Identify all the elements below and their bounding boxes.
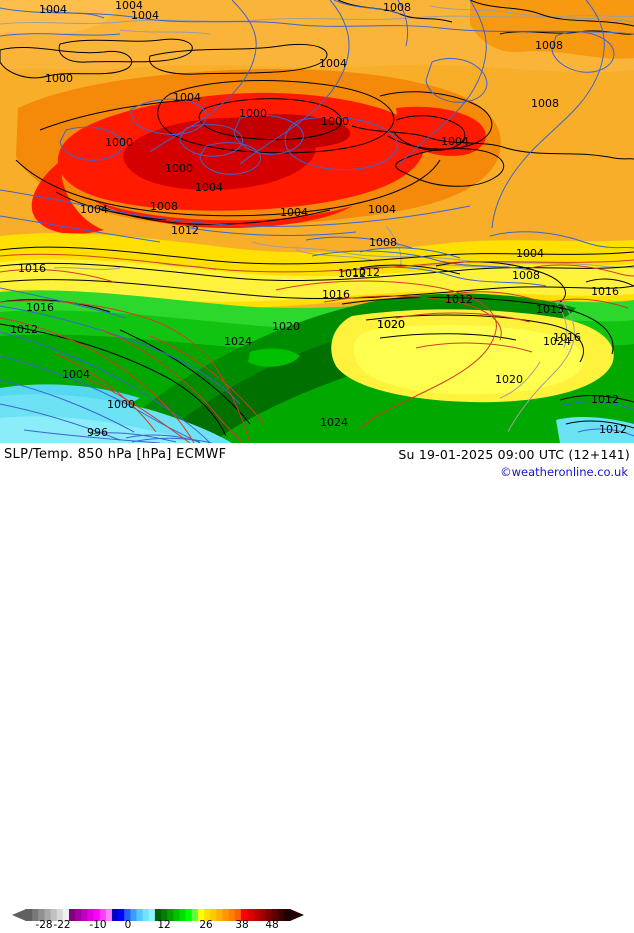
isobar-low-layer [0,0,634,443]
isobar-label: 1000 [165,162,193,175]
isobar-label: 1020 [377,318,405,331]
isobar-label: 1012 [591,393,619,406]
isobar-label: 1000 [45,72,73,85]
map-graphic [0,0,634,443]
isotherm-layer [0,0,634,437]
isobar-label: 1013 [536,303,564,316]
isobar-label: 1004 [62,368,90,381]
isobar-label: 1004 [516,247,544,260]
isobar-label: 1016 [553,331,581,344]
isobar-label: 1000 [239,107,267,120]
run-timestamp: Su 19-01-2025 09:00 UTC (12+141) [398,447,630,462]
isobar-label: 1020 [495,373,523,386]
isobar-label: 1008 [150,200,178,213]
isobar-label: 1000 [321,115,349,128]
temp-band-orange-pale-nw [0,0,120,36]
isobar-label: 1004 [131,9,159,22]
isobar-label: 1004 [368,203,396,216]
isobar-label: 1016 [591,285,619,298]
colorbar-tick: 0 [124,919,132,931]
isobar-label: 1000 [105,136,133,149]
isobar-label: 1008 [512,269,540,282]
colorbar-tick: -22 [53,919,71,931]
isobar-label: 1020 [377,318,405,331]
copyright-credit: ©weatheronline.co.uk [500,465,628,479]
isobar-label: 1008 [369,236,397,249]
colorbar-tick: 48 [265,919,279,931]
temp-band-orange-deep-ne [470,0,634,59]
isobar-label: 1012 [352,266,380,279]
isobar-label: 1004 [115,0,143,12]
colorbar-tick: 38 [235,919,249,931]
isobar-label: 1004 [280,206,308,219]
isobar-label: 1016 [18,262,46,275]
isobar-label: 1000 [107,398,135,411]
isobar-label: 1012 [338,267,366,280]
page-title: SLP/Temp. 850 hPa [hPa] ECMWF [4,447,227,462]
isobar-label: 1004 [39,3,67,16]
temp-band-red-east-lobe [396,106,486,157]
temp-band-cyan-pale [0,416,212,443]
isobar-label: 1012 [445,293,473,306]
isobar-label: 1016 [26,301,54,314]
isobar-label: 1012 [171,224,199,237]
weather-map-canvas[interactable]: 1004 1004 1004 1008 1008 1004 1000 1004 1000 1000… [0,0,634,443]
temperature-colorbar: -28 -22 -10 0 12 26 38 48 [0,907,330,933]
isobar-label: 1024 [543,335,571,348]
footer-bar: SLP/Temp. 850 hPa [hPa] ECMWF Su 19-01-2… [0,443,634,931]
colorbar-tick: 12 [157,919,171,931]
isobar-label: 1020 [272,320,300,333]
isobar-high-layer [0,253,634,443]
temp-band-red-west [31,160,104,234]
isobar-label: 1004 [173,91,201,104]
isobar-label: 1004 [80,203,108,216]
isobar-label: 1004 [319,57,347,70]
temp-band-dark-red-core [216,114,351,149]
isobar-label: 1008 [535,39,563,52]
isobar-label: 1024 [224,335,252,348]
isobar-label: 1008 [383,1,411,14]
colorbar-tick: -10 [89,919,107,931]
colorbar-tick: -28 [35,919,53,931]
isobar-label: 1004 [195,181,223,194]
isobar-label: 1004 [441,135,469,148]
colorbar-tick: 26 [199,919,213,931]
temp-band-green-darkest [150,318,556,443]
isobar-label: 1008 [531,97,559,110]
temp-band-yellow-se-core [353,325,584,395]
temp-band-green-islet-1 [248,348,300,367]
isobar-label: 1024 [320,416,348,429]
isobar-label: 996 [87,426,108,439]
isobar-label: 1012 [599,423,627,436]
colorbar-tick-labels: -28 -22 -10 0 12 26 38 48 [0,919,330,933]
isobar-label: 1016 [322,288,350,301]
isobar-label: 1012 [10,323,38,336]
